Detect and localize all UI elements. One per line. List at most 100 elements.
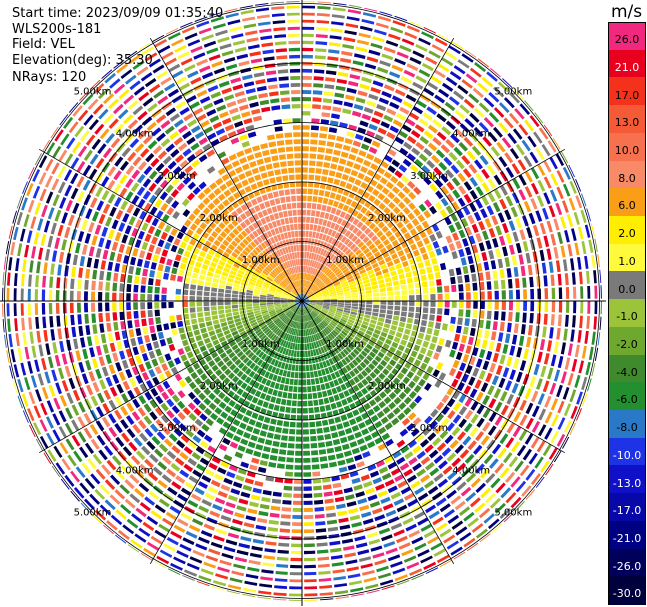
velocity-gate: [373, 173, 382, 181]
velocity-gate: [343, 270, 351, 276]
velocity-gate: [169, 505, 181, 515]
velocity-gate: [259, 202, 266, 210]
velocity-gate: [270, 1, 284, 4]
velocity-gate: [455, 240, 463, 249]
velocity-gate: [268, 141, 277, 148]
velocity-gate: [402, 517, 414, 526]
velocity-gate: [336, 288, 343, 292]
velocity-gate: [151, 435, 161, 446]
velocity-gate: [263, 315, 271, 321]
velocity-gate: [343, 288, 351, 292]
velocity-gate: [383, 355, 391, 363]
velocity-gate: [333, 394, 340, 402]
velocity-gate: [135, 219, 143, 229]
velocity-gate: [192, 324, 199, 331]
velocity-gate: [373, 266, 381, 273]
velocity-gate: [396, 580, 410, 586]
velocity-gate: [214, 356, 222, 363]
velocity-gate: [264, 280, 271, 285]
velocity-gate: [262, 345, 269, 353]
velocity-gate: [461, 218, 469, 228]
velocity-gate: [276, 463, 285, 469]
velocity-gate: [346, 16, 360, 22]
velocity-gate: [298, 307, 301, 315]
velocity-gate: [227, 130, 237, 138]
velocity-gate: [387, 148, 397, 157]
velocity-gate: [305, 237, 309, 245]
velocity-gate: [570, 258, 575, 271]
velocity-gate: [254, 268, 262, 274]
velocity-gate: [218, 309, 225, 315]
velocity-gate: [408, 289, 415, 295]
velocity-gate: [307, 259, 311, 266]
velocity-gate: [390, 522, 403, 531]
velocity-gate: [345, 182, 353, 190]
velocity-gate: [220, 231, 228, 239]
velocity-gate: [345, 323, 353, 329]
velocity-gate: [474, 379, 482, 389]
velocity-gate: [326, 326, 332, 333]
velocity-gate: [41, 204, 48, 218]
velocity-gate: [415, 433, 425, 443]
velocity-gate: [451, 426, 461, 437]
velocity-gate: [321, 309, 328, 314]
velocity-gate: [568, 164, 575, 178]
velocity-gate: [569, 180, 577, 194]
velocity-gate: [303, 315, 306, 322]
velocity-gate: [224, 293, 231, 298]
velocity-gate: [509, 92, 520, 104]
velocity-gate: [165, 143, 175, 153]
velocity-gate: [419, 230, 427, 239]
velocity-gate: [197, 481, 208, 489]
velocity-gate: [236, 370, 244, 378]
velocity-gate: [275, 176, 283, 183]
velocity-gate: [387, 165, 396, 174]
velocity-gate: [70, 278, 75, 289]
velocity-gate: [321, 329, 327, 337]
velocity-gate: [568, 197, 576, 211]
velocity-gate: [105, 354, 112, 364]
velocity-gate: [81, 373, 89, 385]
velocity-gate: [45, 158, 54, 172]
velocity-gate: [160, 138, 171, 148]
velocity-gate: [200, 568, 214, 576]
velocity-gate: [108, 413, 117, 424]
velocity-gate: [316, 298, 324, 301]
velocity-gate: [344, 305, 351, 309]
velocity-gate: [359, 504, 370, 512]
velocity-gate: [410, 350, 418, 358]
velocity-gate: [274, 327, 280, 334]
velocity-gate: [252, 222, 259, 230]
velocity-gate: [304, 273, 307, 280]
velocity-gate: [225, 12, 239, 19]
velocity-gate: [314, 217, 319, 225]
velocity-gate: [373, 251, 381, 258]
velocity-gate: [170, 228, 178, 237]
velocity-gate: [581, 193, 587, 207]
velocity-gate: [288, 298, 295, 300]
velocity-gate: [296, 429, 302, 435]
velocity-gate: [189, 223, 198, 231]
velocity-gate: [201, 71, 214, 80]
velocity-gate: [119, 174, 128, 185]
velocity-gate: [327, 244, 334, 252]
velocity-gate: [127, 544, 140, 553]
velocity-gate: [349, 378, 356, 386]
velocity-gate: [463, 136, 474, 147]
velocity-gate: [390, 491, 401, 500]
velocity-gate: [368, 243, 376, 251]
velocity-gate: [326, 447, 335, 454]
velocity-gate: [313, 182, 320, 188]
velocity-gate: [293, 223, 298, 230]
velocity-gate: [300, 286, 302, 294]
velocity-gate: [320, 354, 325, 361]
velocity-gate: [458, 248, 465, 258]
velocity-gate: [340, 254, 347, 261]
velocity-gate: [530, 288, 535, 300]
velocity-gate: [456, 481, 467, 492]
velocity-gate: [383, 272, 391, 279]
velocity-gate: [174, 457, 185, 466]
velocity-gate: [59, 340, 65, 353]
velocity-gate: [148, 472, 159, 482]
velocity-gate: [391, 64, 404, 72]
